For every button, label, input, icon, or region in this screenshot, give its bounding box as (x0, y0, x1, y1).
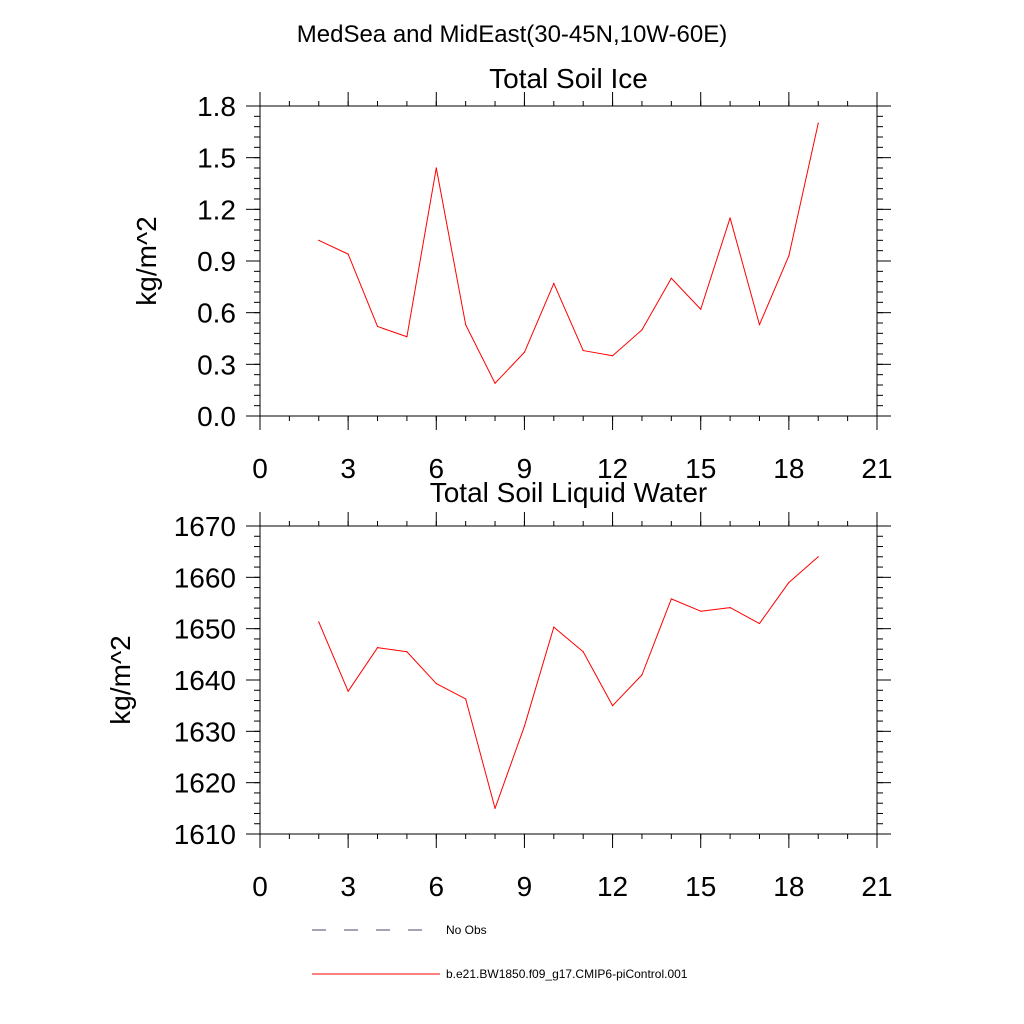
soil-ice-y-tick-label: 1.2 (197, 194, 236, 225)
soil-liquid-water-data-point (376, 647, 379, 649)
soil-ice-data-point (376, 325, 379, 328)
soil-liquid-water-data-point (318, 621, 320, 623)
soil-ice-x-tick-label: 21 (861, 453, 892, 484)
soil-liquid-water-panel: Total Soil Liquid Water 1610 1620 1630 1640 1… (105, 477, 893, 902)
soil-ice-y-tick-label: 0.0 (197, 401, 236, 432)
soil-ice-x-tick-label: 0 (252, 453, 268, 484)
soil-liquid-water-y-tick-label: 1620 (174, 768, 236, 799)
soil-liquid-water-y-tick-label: 1650 (174, 614, 236, 645)
soil-liquid-water-y-axis-label: kg/m^2 (105, 635, 136, 724)
soil-ice-data-point (700, 308, 702, 310)
soil-ice-x-tick-label: 15 (685, 453, 716, 484)
soil-ice-data-point (435, 167, 437, 169)
soil-ice-x-tick-label: 9 (517, 453, 533, 484)
soil-liquid-water-data-point (700, 610, 702, 612)
soil-liquid-water-x-tick-label: 3 (340, 871, 356, 902)
soil-ice-data-point (729, 217, 731, 219)
soil-ice-x-tick-label: 18 (773, 453, 804, 484)
soil-liquid-water-data-point (553, 626, 555, 628)
soil-ice-data-point (817, 122, 819, 124)
soil-ice-panel: Total Soil Ice 0.0 0.3 0.6 0.9 1.2 1.5 1.8 0 3 6 9 1… (131, 63, 893, 484)
soil-liquid-water-data-point (582, 651, 584, 653)
soil-liquid-water-y-tick-label: 1640 (174, 665, 236, 696)
soil-liquid-water-data-point (729, 607, 731, 609)
soil-ice-data-point (758, 324, 761, 326)
soil-liquid-water-y-tick-label: 1670 (174, 511, 236, 542)
soil-ice-y-tick-label: 0.6 (197, 298, 236, 329)
soil-liquid-water-data-point (670, 598, 672, 600)
soil-liquid-water-data-point (406, 651, 408, 653)
soil-ice-data-point (670, 277, 672, 279)
soil-ice-y-axis-label: kg/m^2 (131, 216, 162, 305)
soil-liquid-water-data-point (611, 705, 614, 707)
main-title: MedSea and MidEast(30-45N,10W-60E) (297, 21, 727, 48)
soil-liquid-water-data-point (435, 682, 437, 685)
soil-ice-data-point (582, 349, 584, 352)
soil-liquid-water-x-tick-label: 15 (685, 871, 716, 902)
legend-label-control-run: b.e21.BW1850.f09_g17.CMIP6-piControl.001 (446, 967, 688, 981)
soil-liquid-water-x-tick-label: 9 (517, 871, 533, 902)
soil-liquid-water-data-point (641, 674, 643, 676)
soil-liquid-water-data-point (494, 807, 496, 809)
soil-ice-data-point (641, 329, 643, 331)
soil-liquid-water-x-tick-label: 18 (773, 871, 804, 902)
soil-liquid-water-plot-frame (259, 525, 878, 835)
soil-liquid-water-data-point (523, 725, 526, 727)
soil-liquid-water-series-line (318, 556, 819, 809)
soil-ice-y-tick-label: 1.8 (197, 91, 236, 122)
soil-ice-series-line (318, 123, 819, 384)
soil-ice-x-tick-label: 12 (597, 453, 628, 484)
soil-liquid-water-x-tick-label: 21 (861, 871, 892, 902)
soil-liquid-water-data-point (347, 690, 349, 692)
soil-ice-data-point (406, 336, 408, 338)
legend: No Obs b.e21.BW1850.f09_g17.CMIP6-piCont… (312, 923, 688, 981)
soil-ice-data-point (553, 282, 555, 284)
soil-liquid-water-data-point (817, 556, 819, 558)
soil-liquid-water-x-tick-label: 6 (428, 871, 444, 902)
soil-ice-x-tick-label: 6 (428, 453, 444, 484)
soil-liquid-water-data-point (465, 698, 467, 700)
soil-ice-data-point (788, 255, 790, 257)
soil-ice-data-point (465, 324, 467, 326)
soil-liquid-water-title: Total Soil Liquid Water (430, 477, 708, 508)
soil-ice-title: Total Soil Ice (489, 63, 648, 94)
soil-ice-y-tick-label: 0.3 (197, 349, 236, 380)
soil-ice-x-tick-label: 3 (340, 453, 356, 484)
soil-liquid-water-y-tick-label: 1630 (174, 716, 236, 747)
soil-ice-y-tick-label: 0.9 (197, 246, 236, 277)
soil-liquid-water-y-tick-label: 1610 (174, 819, 236, 850)
soil-ice-plot-frame (259, 105, 878, 417)
soil-liquid-water-data-point (788, 581, 790, 584)
soil-liquid-water-x-tick-label: 0 (252, 871, 268, 902)
soil-ice-data-point (347, 253, 349, 255)
legend-label-no-obs: No Obs (446, 923, 487, 937)
soil-ice-y-tick-label: 1.5 (197, 143, 236, 174)
soil-ice-data-point (494, 382, 496, 384)
soil-ice-data-point (611, 355, 614, 357)
soil-ice-data-point (318, 239, 320, 241)
soil-liquid-water-data-point (758, 622, 761, 625)
soil-liquid-water-y-tick-label: 1660 (174, 562, 236, 593)
soil-ice-data-point (523, 351, 526, 353)
soil-liquid-water-x-tick-label: 12 (597, 871, 628, 902)
